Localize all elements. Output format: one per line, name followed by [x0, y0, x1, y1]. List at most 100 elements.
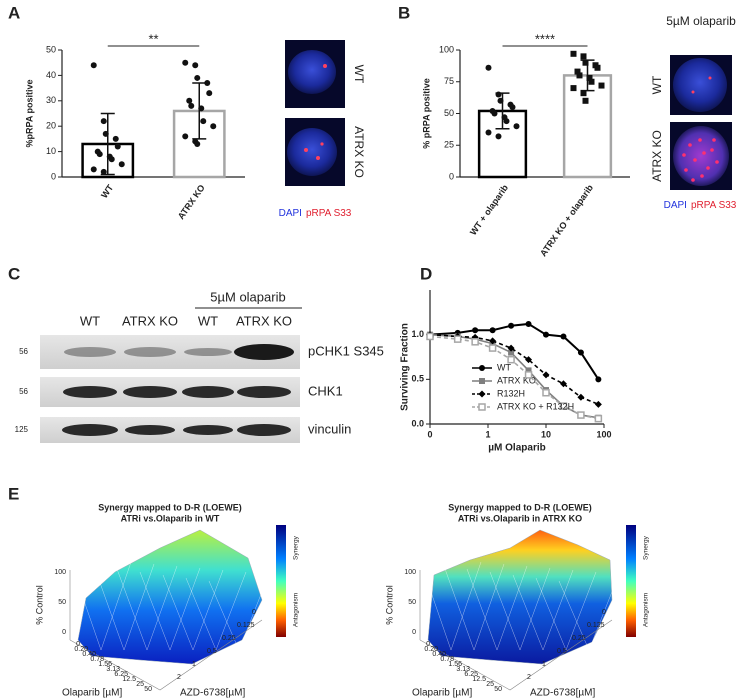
- series-line: [429, 335, 599, 420]
- marker: [108, 156, 115, 163]
- marker: [594, 64, 601, 71]
- mesh-line: [489, 567, 551, 651]
- surface: [77, 529, 263, 665]
- mesh-line: [162, 569, 224, 651]
- marker: [194, 140, 201, 147]
- mw-label: 56: [19, 387, 28, 396]
- marker: [543, 331, 549, 338]
- marker: [188, 102, 195, 109]
- marker: [192, 62, 199, 69]
- stain-legend: DAPI pRPA S33: [664, 200, 737, 211]
- marker: [513, 123, 520, 130]
- surface-title: ATRi vs.Olaparib in WT: [121, 513, 220, 523]
- lane-label: WT: [80, 313, 100, 328]
- marker: [574, 68, 581, 75]
- stain-legend: DAPI pRPA S33: [279, 208, 352, 219]
- band: [234, 344, 294, 360]
- x-tick-label: WT: [99, 182, 116, 200]
- y-tick-label: 0: [252, 609, 256, 616]
- marker: [491, 110, 498, 117]
- y-axis-label: AZD-6738[µM]: [180, 688, 245, 699]
- focus: [316, 156, 320, 160]
- y-tick-label: 50: [46, 44, 56, 54]
- marker: [525, 356, 533, 364]
- x-tick-label: 0.40: [82, 651, 96, 658]
- y-tick-label: 50: [444, 108, 454, 118]
- legend-label: ATRX KO: [497, 375, 536, 385]
- marker: [453, 335, 462, 343]
- marker: [495, 133, 502, 140]
- y-tick-label: 2: [527, 674, 531, 681]
- marker: [182, 59, 189, 66]
- panel-label: C: [8, 264, 20, 283]
- marker: [112, 135, 119, 142]
- image-title: 5µM olaparib: [666, 14, 736, 28]
- x-tick-label: 1.56: [448, 661, 462, 668]
- marker: [542, 371, 550, 379]
- marker: [114, 143, 121, 150]
- image-label: ATRX KO: [650, 130, 664, 182]
- marker: [507, 355, 515, 364]
- panel-label: A: [8, 3, 20, 22]
- y-axis-label: Surviving Fraction: [400, 323, 411, 411]
- marker: [497, 97, 504, 104]
- y-tick-label: 1.0: [411, 329, 424, 339]
- x-tick-label: 50: [494, 686, 502, 693]
- y-axis-label: AZD-6738[µM]: [530, 688, 595, 699]
- colorbar-label: Antagonism: [293, 593, 300, 627]
- focus: [304, 148, 308, 152]
- marker: [198, 105, 205, 112]
- marker: [559, 402, 568, 410]
- z-tick-label: 50: [408, 599, 416, 606]
- y-tick-label: 0.125: [237, 622, 255, 629]
- y-tick-label: 20: [46, 121, 56, 131]
- y-tick-label: 0.5: [411, 374, 424, 384]
- series-line: [429, 333, 599, 419]
- colorbar-label: Antagonism: [643, 593, 650, 627]
- marker: [503, 118, 510, 125]
- marker: [570, 50, 577, 57]
- marker: [210, 123, 217, 130]
- mesh-line: [466, 565, 528, 651]
- series-line: [429, 322, 600, 380]
- marker: [580, 53, 587, 60]
- nucleus: [287, 128, 337, 176]
- bar: [562, 74, 613, 179]
- y-tick-label: 0.0: [411, 418, 424, 428]
- marker: [525, 320, 532, 327]
- y-tick-label: 75: [444, 76, 454, 86]
- y-tick-label: 10: [46, 146, 56, 156]
- x-tick-label: 0.20: [74, 646, 88, 653]
- series-line: [429, 333, 599, 406]
- marker: [598, 82, 605, 89]
- marker: [479, 378, 485, 384]
- x-axis-label: Olaparib [µM]: [412, 688, 472, 699]
- colorbar-label: Synergy: [293, 535, 300, 560]
- marker: [118, 161, 125, 168]
- y-tick-label: 0: [602, 609, 606, 616]
- y-axis-label: %pRPA positive: [24, 79, 34, 147]
- y-axis-label: % pRPA positive: [421, 78, 431, 149]
- z-tick-label: 50: [58, 599, 66, 606]
- x-tick-label: 0: [427, 429, 432, 439]
- mesh-line: [512, 569, 574, 651]
- focus: [320, 142, 324, 146]
- marker: [204, 80, 211, 87]
- marker: [586, 74, 593, 81]
- marker: [524, 371, 533, 379]
- stain: DAPI: [664, 200, 687, 211]
- surface-title: ATRi vs.Olaparib in ATRX KO: [458, 513, 582, 523]
- x-tick-label: 100: [596, 429, 611, 439]
- z-axis-label: % Control: [34, 585, 44, 625]
- y-tick-label: 1: [542, 661, 546, 668]
- z-tick-label: 0: [62, 629, 66, 636]
- image-label: WT: [650, 75, 664, 94]
- marker: [594, 414, 603, 423]
- marker: [489, 327, 496, 334]
- x-tick-label: 0: [426, 641, 430, 648]
- y-tick-label: 0.125: [587, 622, 605, 629]
- mesh-line: [185, 571, 247, 651]
- y-tick-label: 0.5: [557, 648, 567, 655]
- base-grid: [419, 570, 613, 691]
- lane-label: ATRX KO: [236, 313, 292, 328]
